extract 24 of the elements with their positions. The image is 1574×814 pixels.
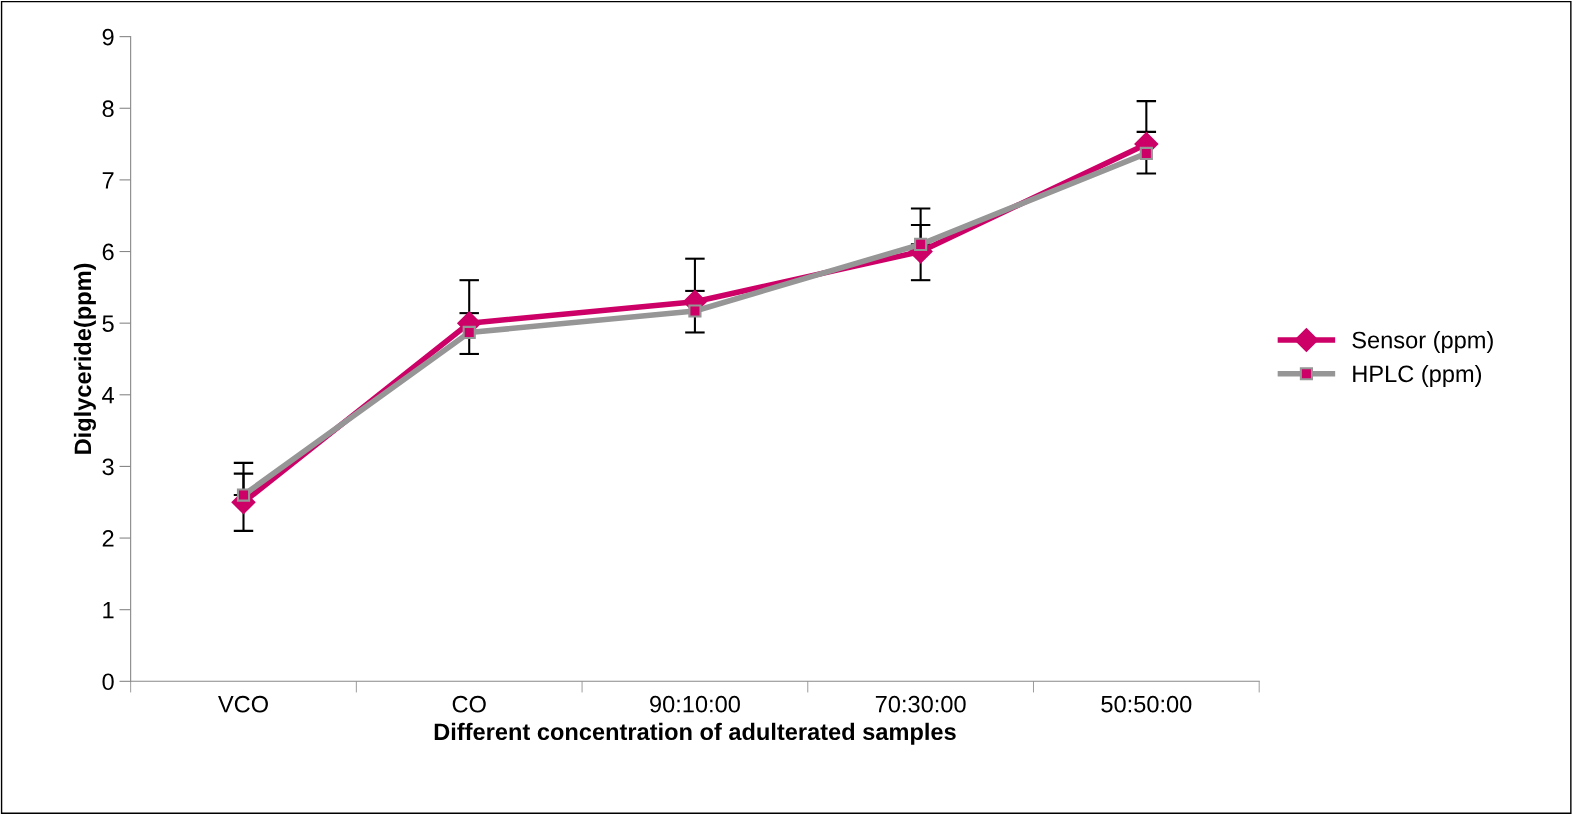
point — [688, 304, 702, 318]
point — [462, 325, 476, 340]
point — [1139, 146, 1153, 160]
point — [236, 488, 251, 502]
y-tick-label: 2 — [102, 530, 114, 547]
y-tick-label: 0 — [102, 673, 114, 691]
x-tick-label: 50:50:00 — [1101, 695, 1192, 713]
x-tick-label: 70:30:00 — [875, 695, 966, 713]
point — [914, 237, 928, 251]
legend-label: HPLC (ppm) — [1353, 364, 1482, 387]
x-axis-title: Different concentration of adulterated samples — [434, 722, 956, 745]
y-tick-label: 8 — [102, 100, 114, 118]
y-tick-label: 7 — [102, 172, 114, 189]
y-tick-label: 4 — [102, 387, 114, 404]
legend-label: Sensor (ppm) — [1352, 331, 1493, 354]
y-axis-title: Diglyceride(ppm) — [73, 263, 96, 454]
x-tick-label: CO — [452, 695, 486, 713]
x-tick-label: 90:10:00 — [650, 695, 740, 713]
x-tick-label: VCO — [218, 695, 268, 713]
y-tick-label: 5 — [102, 315, 114, 332]
y-tick-label: 9 — [102, 28, 114, 46]
y-tick-label: 3 — [102, 458, 114, 476]
y-tick-label: 1 — [103, 602, 114, 619]
y-tick-label: 6 — [102, 243, 114, 261]
